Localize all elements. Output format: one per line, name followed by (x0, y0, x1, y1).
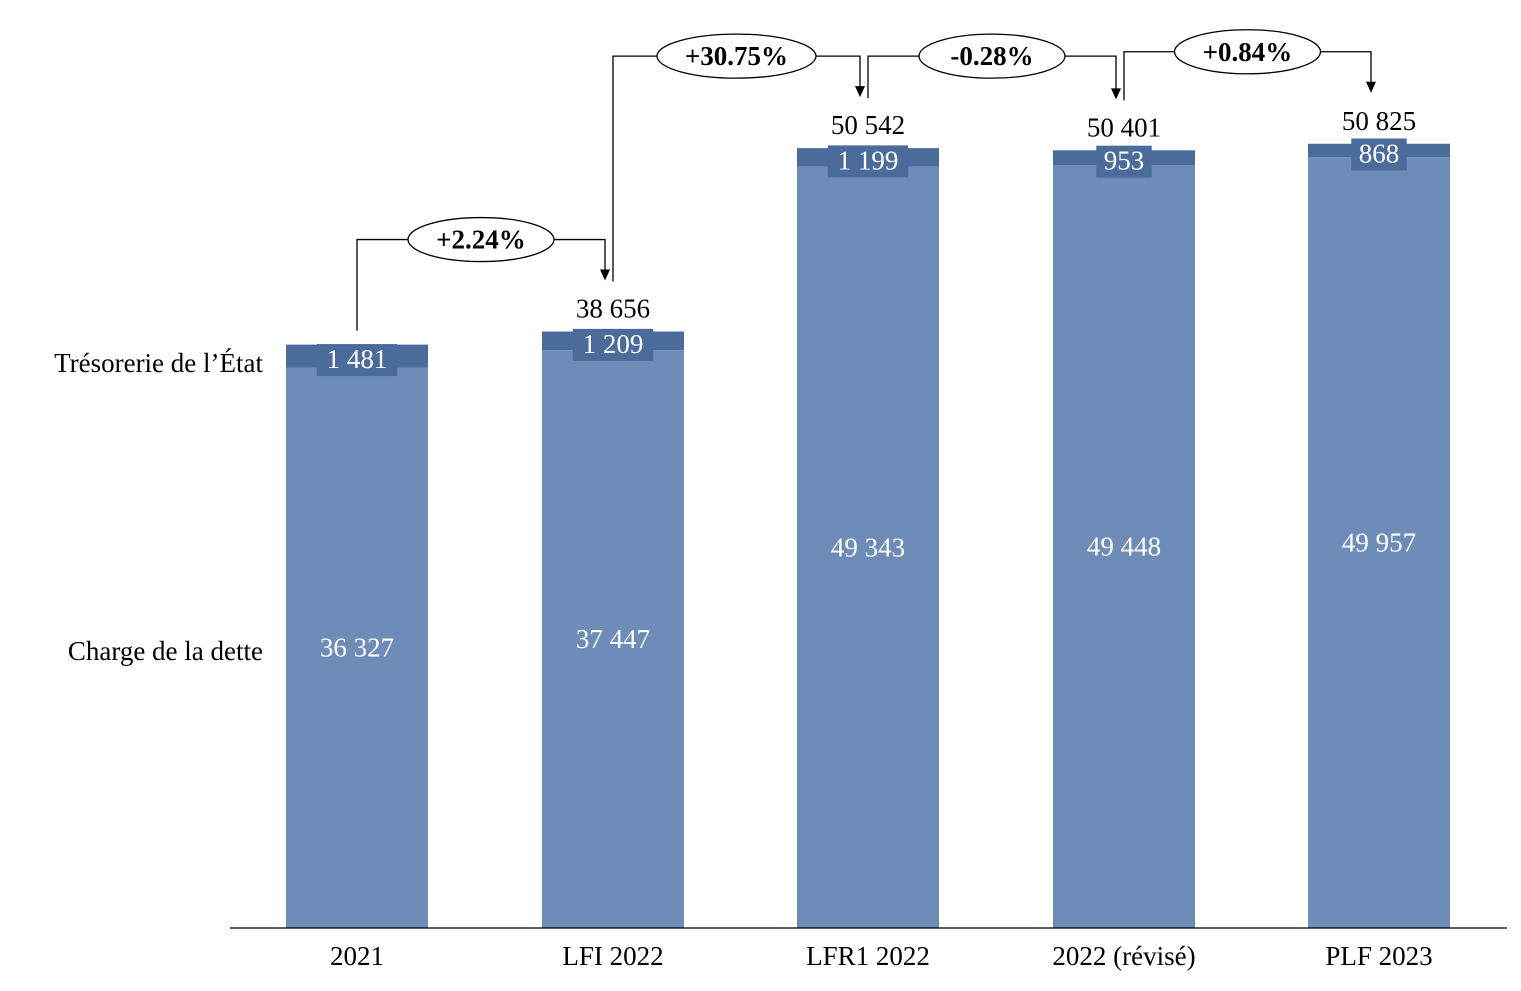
x-tick-label: 2022 (révisé) (1052, 941, 1195, 971)
bars-layer: 1 481 36 327 1 209 37 447 38 656 1 199 49 343 5… (286, 106, 1450, 929)
tresorerie-label-box (316, 344, 398, 377)
bar-charge-dette (1308, 157, 1450, 929)
change-percent-label: -0.28% (950, 41, 1033, 71)
bar-charge-dette (286, 367, 428, 929)
x-tick-label: LFR1 2022 (806, 941, 930, 971)
data-label-tresorerie: 1 199 (838, 145, 899, 175)
change-percent-label: +30.75% (685, 41, 788, 71)
change-ellipse (407, 216, 555, 263)
change-ellipse (656, 33, 817, 79)
data-label-charge-dette: 49 448 (1087, 532, 1161, 562)
bar-charge-dette (797, 166, 939, 928)
data-label-tresorerie: 868 (1359, 138, 1400, 168)
tresorerie-label-box (572, 328, 654, 361)
data-label-charge-dette: 37 447 (576, 624, 650, 654)
data-label-tresorerie: 953 (1104, 146, 1145, 176)
change-arrowhead (855, 86, 865, 98)
change-ellipse (918, 33, 1066, 79)
legend-label-tresorerie: Trésorerie de l’État (54, 348, 263, 378)
data-label-total: 50 542 (831, 110, 905, 140)
tresorerie-label-box (1096, 145, 1152, 178)
x-tick-label: 2021 (330, 941, 384, 971)
tresorerie-label-box (1351, 138, 1407, 171)
change-connectors: +2.24% +30.75% -0.28% +0.84% (356, 29, 1376, 331)
x-axis-tick-labels: 2021 LFI 2022 LFR1 2022 2022 (révisé) PLF 20… (330, 941, 1433, 971)
data-label-total: 50 825 (1342, 106, 1416, 136)
change-ellipse (1173, 29, 1322, 75)
data-label-tresorerie: 1 209 (583, 329, 644, 359)
data-label-total: 38 656 (576, 294, 650, 324)
data-label-total: 50 401 (1087, 112, 1161, 142)
data-label-tresorerie: 1 481 (327, 344, 388, 374)
change-arrowhead (600, 269, 610, 281)
legend-label-charge-dette: Charge de la dette (68, 636, 263, 666)
data-label-charge-dette: 49 957 (1342, 528, 1416, 558)
change-percent-label: +2.24% (436, 225, 526, 255)
x-tick-label: PLF 2023 (1325, 941, 1432, 971)
change-arrowhead (1366, 81, 1376, 93)
tresorerie-label-box (827, 145, 909, 178)
bar-charge-dette (1053, 165, 1195, 929)
bar-charge-dette (542, 350, 684, 929)
change-arrowhead (1111, 88, 1121, 100)
data-label-charge-dette: 49 343 (831, 532, 905, 562)
x-tick-label: LFI 2022 (562, 941, 663, 971)
data-label-charge-dette: 36 327 (320, 633, 394, 663)
change-percent-label: +0.84% (1203, 37, 1293, 67)
legend: Trésorerie de l’État Charge de la dette (54, 348, 263, 666)
